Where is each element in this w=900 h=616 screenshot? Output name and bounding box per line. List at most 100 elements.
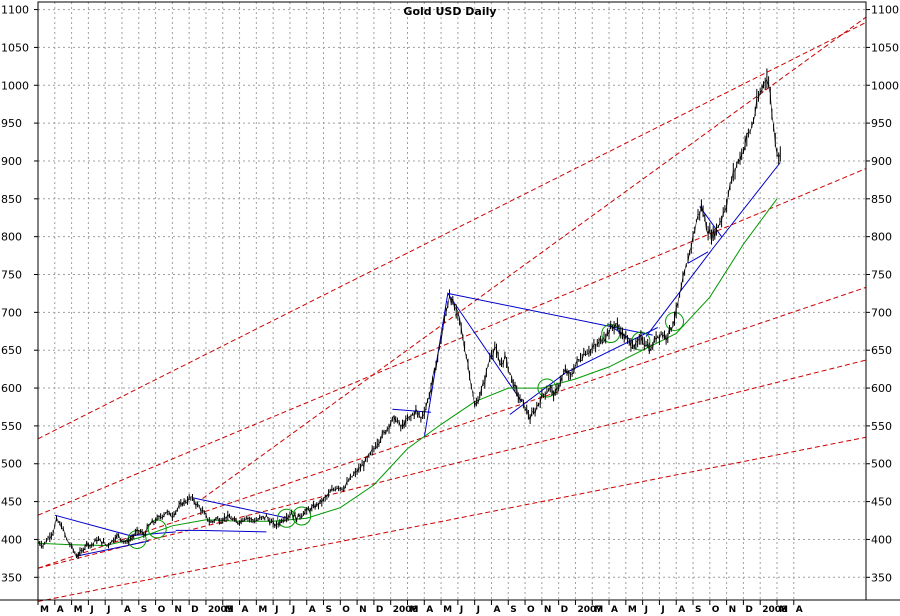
pattern-line — [54, 514, 176, 537]
pattern-line-layer — [54, 162, 781, 557]
x-tick-label: 2006 — [393, 605, 418, 615]
pattern-line — [509, 327, 658, 415]
trend-line-layer — [37, 16, 867, 603]
y-tick-label-left: 600 — [1, 382, 22, 395]
x-tick-label: 2008 — [762, 605, 787, 615]
price-layer — [37, 68, 781, 559]
x-tick-label: M — [779, 605, 788, 615]
trend-line — [37, 286, 867, 569]
y-tick-label-right: 650 — [871, 344, 892, 357]
y-tick-label-left: 650 — [1, 344, 22, 357]
y-tick-label-left: 700 — [1, 306, 22, 319]
x-tick-label: J — [291, 605, 295, 615]
x-tick-label: D — [191, 605, 198, 615]
y-tick-label-right: 500 — [871, 458, 892, 471]
chart-title: Gold USD Daily — [403, 5, 496, 18]
x-tick-label: D — [745, 605, 752, 615]
y-tick-label-right: 700 — [871, 306, 892, 319]
x-tick-label: A — [493, 605, 500, 615]
x-tick-label: J — [644, 605, 648, 615]
x-tick-label: J — [274, 605, 278, 615]
price-line — [37, 78, 781, 559]
y-tick-label-left: 800 — [1, 231, 22, 244]
x-tick-label: J — [660, 605, 664, 615]
x-tick-label: A — [796, 605, 803, 615]
y-tick-label-right: 400 — [871, 533, 892, 546]
y-tick-label-right: 1000 — [871, 79, 899, 92]
y-tick-label-right: 350 — [871, 571, 892, 584]
x-tick-label: N — [729, 605, 737, 615]
x-tick-label: O — [527, 605, 535, 615]
axis-layer: 350 350 400 400 450 450 500 500 550 550 600 600 650 6… — [1, 4, 899, 615]
x-tick-label: D — [561, 605, 568, 615]
y-tick-label-left: 450 — [1, 496, 22, 509]
trend-line — [202, 16, 867, 499]
x-tick-label: M — [40, 605, 49, 615]
x-tick-label: A — [611, 605, 618, 615]
x-tick-label: J — [89, 605, 93, 615]
x-tick-label: S — [695, 605, 701, 615]
pattern-line — [76, 540, 149, 557]
x-tick-label: M — [258, 605, 267, 615]
y-tick-label-right: 450 — [871, 496, 892, 509]
x-tick-label: M — [628, 605, 637, 615]
x-tick-label: J — [106, 605, 110, 615]
y-tick-label-left: 550 — [1, 420, 22, 433]
y-tick-label-right: 800 — [871, 231, 892, 244]
y-tick-label-right: 900 — [871, 155, 892, 168]
y-tick-label-right: 750 — [871, 269, 892, 282]
x-tick-label: 2007 — [577, 605, 602, 615]
y-tick-label-left: 850 — [1, 193, 22, 206]
grid-layer — [37, 2, 866, 600]
x-tick-label: M — [443, 605, 452, 615]
y-tick-label-right: 1100 — [871, 4, 899, 17]
x-tick-label: N — [359, 605, 367, 615]
x-tick-label: J — [476, 605, 480, 615]
trend-line — [37, 168, 867, 516]
x-tick-label: A — [678, 605, 685, 615]
y-tick-label-right: 600 — [871, 382, 892, 395]
x-tick-label: O — [712, 605, 720, 615]
x-tick-label: S — [141, 605, 147, 615]
x-tick-label: S — [510, 605, 516, 615]
x-tick-label: N — [544, 605, 552, 615]
x-tick-label: M — [594, 605, 603, 615]
y-tick-label-right: 550 — [871, 420, 892, 433]
y-tick-label-left: 950 — [1, 117, 22, 130]
y-tick-label-right: 950 — [871, 117, 892, 130]
x-tick-label: A — [426, 605, 433, 615]
x-tick-label: S — [326, 605, 332, 615]
x-tick-label: A — [309, 605, 316, 615]
pattern-line — [192, 497, 289, 519]
trend-line — [37, 436, 867, 603]
y-tick-label-left: 350 — [1, 571, 22, 584]
y-tick-label-left: 1050 — [1, 41, 29, 54]
pattern-line — [175, 529, 267, 533]
y-tick-label-right: 1050 — [871, 41, 899, 54]
x-tick-label: A — [57, 605, 64, 615]
y-tick-label-left: 750 — [1, 269, 22, 282]
trend-line — [37, 359, 867, 569]
pattern-circle — [277, 508, 297, 528]
x-tick-label: M — [74, 605, 83, 615]
pattern-line — [645, 162, 781, 337]
y-tick-label-left: 500 — [1, 458, 22, 471]
x-tick-label: O — [342, 605, 350, 615]
x-tick-label: J — [459, 605, 463, 615]
x-tick-label: N — [174, 605, 182, 615]
y-tick-label-left: 1100 — [1, 4, 29, 17]
x-tick-label: A — [124, 605, 131, 615]
x-tick-label: M — [225, 605, 234, 615]
moving-average-layer — [37, 198, 778, 547]
y-tick-label-left: 400 — [1, 533, 22, 546]
x-tick-label: 2005 — [208, 605, 233, 615]
y-tick-label-right: 850 — [871, 193, 892, 206]
moving-average-line — [37, 198, 778, 547]
x-tick-label: D — [376, 605, 383, 615]
y-tick-label-left: 900 — [1, 155, 22, 168]
x-tick-label: O — [158, 605, 166, 615]
x-tick-label: A — [242, 605, 249, 615]
